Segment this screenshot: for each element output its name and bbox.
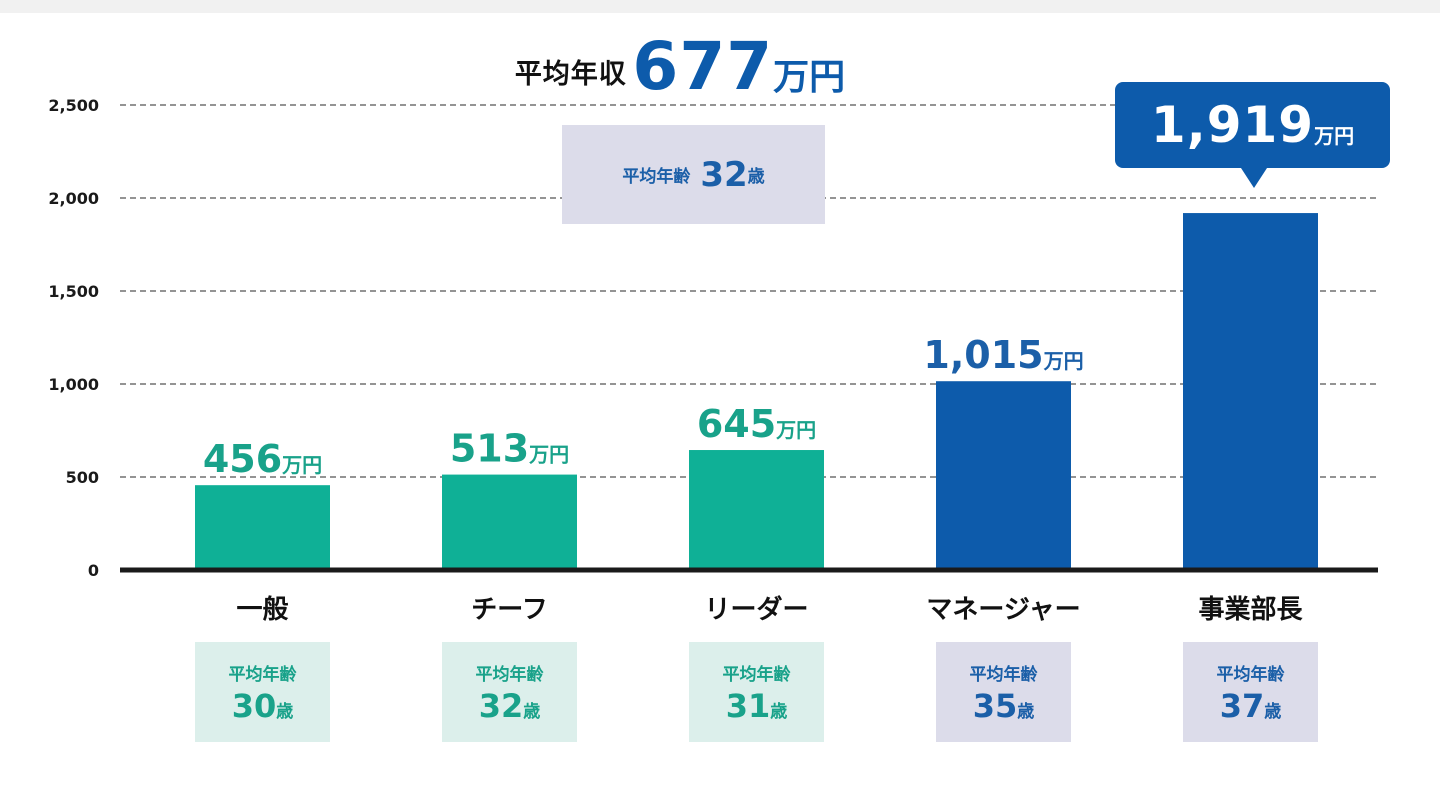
headline-value: 677 — [632, 28, 774, 105]
bar — [195, 485, 330, 570]
y-tick-label: 0 — [88, 561, 99, 580]
average-age-box: 平均年齢 31歳 — [689, 642, 824, 742]
overall-age-unit: 歳 — [747, 167, 765, 187]
average-age-label: 平均年齢 — [475, 664, 544, 685]
y-axis-ticks: 0 500 1,000 1,500 2,000 2,500 — [48, 96, 99, 580]
average-age-unit: 歳 — [770, 701, 788, 722]
average-age-value-row: 32歳 — [479, 687, 541, 725]
average-age-box: 平均年齢 37歳 — [1183, 642, 1318, 742]
overall-age-value: 32 — [700, 154, 748, 195]
data-label: 456万円 — [203, 437, 322, 481]
average-age-label: 平均年齢 — [1216, 664, 1285, 685]
average-age-box: 平均年齢 35歳 — [936, 642, 1071, 742]
average-age-value-row: 30歳 — [232, 687, 294, 725]
average-age-value: 35 — [972, 686, 1018, 725]
average-age-value: 37 — [1219, 686, 1265, 725]
average-age-value: 30 — [231, 686, 277, 725]
headline-label: 平均年収 — [514, 59, 627, 90]
overall-average-age-box: 平均年齢 32 歳 — [562, 125, 825, 224]
data-label-unit: 万円 — [1043, 349, 1084, 373]
bar — [936, 381, 1071, 570]
data-label-unit: 万円 — [281, 453, 322, 477]
average-age-value: 31 — [725, 686, 771, 725]
data-label-value: 456 — [203, 437, 282, 481]
headline-unit: 万円 — [773, 57, 846, 98]
average-age-unit: 歳 — [523, 701, 541, 722]
callout-value: 1,919 — [1150, 96, 1315, 154]
average-age-unit: 歳 — [276, 701, 294, 722]
y-tick-label: 2,500 — [48, 96, 99, 115]
bars — [195, 213, 1318, 571]
average-age-label: 平均年齢 — [969, 664, 1038, 685]
top-value-callout: 1,919 万円 — [1115, 82, 1390, 188]
category-label: マネージャー — [926, 595, 1080, 625]
top-strip — [0, 0, 1440, 13]
category-label: チーフ — [471, 595, 547, 625]
data-label: 1,015万円 — [923, 333, 1083, 377]
category-label: 事業部長 — [1198, 595, 1303, 625]
category-label: 一般 — [236, 595, 288, 625]
average-age-box: 平均年齢 30歳 — [195, 642, 330, 742]
y-tick-label: 2,000 — [48, 189, 99, 208]
data-label: 645万円 — [697, 402, 816, 446]
bar — [1183, 213, 1318, 571]
data-label-value: 513 — [450, 427, 529, 471]
average-age-unit: 歳 — [1017, 701, 1035, 722]
data-label-value: 645 — [697, 402, 776, 446]
headline-average-salary: 平均年収 677万円 — [0, 28, 1360, 105]
average-age-value-row: 37歳 — [1220, 687, 1282, 725]
average-age-value-row: 31歳 — [726, 687, 788, 725]
average-age-value-row: 35歳 — [973, 687, 1035, 725]
data-label: 513万円 — [450, 427, 569, 471]
average-age-unit: 歳 — [1264, 701, 1282, 722]
data-label-unit: 万円 — [528, 443, 569, 467]
y-tick-label: 1,500 — [48, 282, 99, 301]
average-age-value: 32 — [478, 686, 524, 725]
bar — [442, 474, 577, 570]
category-label: リーダー — [704, 594, 808, 625]
data-label-unit: 万円 — [775, 418, 816, 442]
average-age-label: 平均年齢 — [722, 664, 791, 685]
average-age-label: 平均年齢 — [228, 664, 297, 685]
callout-unit: 万円 — [1314, 123, 1355, 148]
bar — [689, 450, 824, 570]
average-age-box: 平均年齢 32歳 — [442, 642, 577, 742]
overall-age-label: 平均年齢 — [622, 167, 691, 187]
data-label-value: 1,015 — [923, 333, 1043, 377]
x-axis-categories: 一般 チーフ リーダー マネージャー 事業部長 — [236, 594, 1303, 625]
y-tick-label: 1,000 — [48, 375, 99, 394]
y-tick-label: 500 — [66, 468, 99, 487]
